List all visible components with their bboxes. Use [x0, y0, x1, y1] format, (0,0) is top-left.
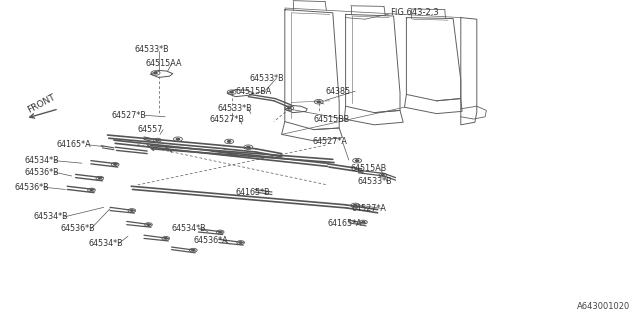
- Text: 64534*B: 64534*B: [24, 156, 59, 165]
- Circle shape: [288, 108, 291, 109]
- Circle shape: [147, 224, 150, 225]
- Circle shape: [90, 189, 93, 191]
- Circle shape: [131, 210, 133, 211]
- Circle shape: [247, 147, 250, 148]
- Circle shape: [381, 174, 384, 176]
- Circle shape: [354, 205, 356, 206]
- Text: 64533*B: 64533*B: [218, 104, 252, 113]
- Text: 64515BA: 64515BA: [236, 87, 272, 96]
- Text: 64533*B: 64533*B: [250, 74, 284, 83]
- Text: 64515AB: 64515AB: [351, 164, 387, 173]
- Text: 64165*B: 64165*B: [236, 188, 270, 197]
- Text: 64534*B: 64534*B: [33, 212, 68, 221]
- Text: 64515BB: 64515BB: [314, 115, 350, 124]
- Text: 64165*A: 64165*A: [56, 140, 91, 149]
- Text: 64534*B: 64534*B: [88, 239, 123, 248]
- Circle shape: [114, 164, 116, 165]
- Text: 64527*A: 64527*A: [312, 137, 347, 146]
- Text: 64557: 64557: [138, 125, 163, 134]
- Text: 64527*A: 64527*A: [352, 204, 387, 213]
- Circle shape: [356, 160, 358, 161]
- Text: 64533*B: 64533*B: [357, 177, 392, 186]
- Text: FIG.643-2,3: FIG.643-2,3: [390, 8, 439, 17]
- Circle shape: [317, 101, 320, 102]
- Text: FRONT: FRONT: [26, 93, 57, 115]
- Text: 64534*B: 64534*B: [172, 224, 206, 233]
- Text: 64533*B: 64533*B: [134, 45, 169, 54]
- Circle shape: [154, 72, 157, 74]
- Circle shape: [228, 141, 230, 142]
- Text: 64536*B: 64536*B: [61, 224, 95, 233]
- Text: 64536*B: 64536*B: [14, 183, 49, 192]
- Text: 64536*A: 64536*A: [193, 236, 228, 245]
- Circle shape: [239, 242, 242, 243]
- Text: 64385: 64385: [325, 87, 350, 96]
- Text: 64165*A: 64165*A: [328, 219, 362, 228]
- Circle shape: [192, 250, 195, 251]
- Text: 64536*B: 64536*B: [24, 168, 59, 177]
- Circle shape: [219, 231, 221, 233]
- Circle shape: [230, 92, 233, 93]
- Text: 64527*B: 64527*B: [210, 116, 244, 124]
- Text: 64515AA: 64515AA: [146, 60, 182, 68]
- Text: A643001020: A643001020: [577, 302, 630, 311]
- Circle shape: [177, 139, 179, 140]
- Circle shape: [156, 140, 159, 141]
- Circle shape: [164, 238, 167, 239]
- Circle shape: [99, 178, 101, 179]
- Text: 64527*B: 64527*B: [112, 111, 147, 120]
- Circle shape: [362, 221, 365, 223]
